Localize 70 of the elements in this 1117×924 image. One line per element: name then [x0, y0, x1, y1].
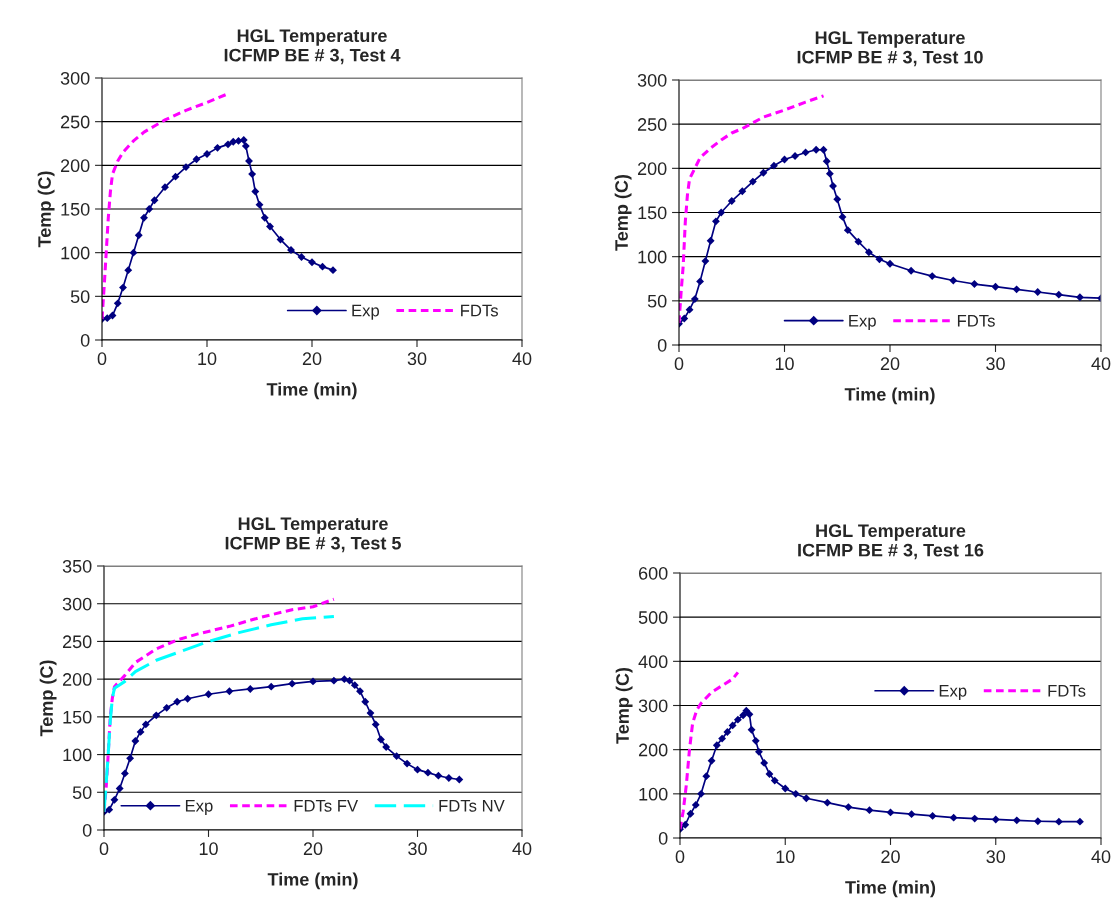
legend-label: FDTs NV: [439, 800, 505, 812]
y-tick-label: 300: [637, 73, 667, 87]
y-tick-label: 300: [60, 71, 90, 85]
x-tick-label: 10: [775, 357, 794, 371]
legend-label: Exp: [939, 685, 967, 701]
y-tick-label: 600: [638, 566, 668, 580]
legend-label: Exp: [849, 315, 876, 330]
chart-title: HGL Temperature ICFMP BE # 3, Test 4: [224, 29, 401, 65]
y-tick-label: 0: [658, 831, 668, 845]
x-tick-label: 40: [512, 842, 532, 856]
y-tick-label: 250: [637, 118, 667, 131]
x-tick-label: 30: [407, 352, 427, 366]
legend-label: FDTs FV: [294, 800, 359, 812]
y-tick-label: 350: [62, 559, 92, 573]
y-tick-label: 50: [70, 290, 90, 304]
x-tick-label: 0: [97, 352, 107, 366]
chart-title: HGL Temperature ICFMP BE # 3, Test 16: [798, 524, 984, 560]
x-tick-label: 20: [880, 357, 900, 371]
y-tick-label: 400: [638, 655, 668, 669]
x-tick-label: 10: [199, 842, 218, 856]
y-tick-label: 250: [60, 115, 90, 129]
y-tick-label: 250: [62, 635, 92, 649]
x-axis-title: Time (min): [844, 387, 935, 405]
legend-label: FDTs: [957, 315, 995, 327]
x-tick-label: 30: [986, 850, 1006, 864]
y-axis-title: Temp (C): [37, 171, 55, 248]
x-tick-label: 30: [408, 842, 427, 856]
x-axis-title: Time (min): [266, 382, 357, 400]
x-tick-label: 0: [99, 842, 109, 856]
x-tick-label: 10: [776, 850, 795, 864]
x-tick-label: 0: [674, 357, 684, 371]
y-tick-label: 0: [82, 823, 92, 837]
y-tick-label: 200: [637, 162, 667, 176]
x-tick-label: 40: [512, 352, 532, 366]
y-tick-label: 100: [639, 787, 668, 801]
x-axis-title: Time (min): [845, 880, 936, 898]
x-tick-label: 10: [198, 352, 217, 366]
y-axis-title: Temp (C): [39, 660, 57, 737]
y-tick-label: 100: [61, 246, 90, 260]
x-tick-label: 20: [302, 352, 322, 366]
y-tick-label: 100: [638, 250, 667, 264]
y-tick-label: 300: [638, 699, 668, 713]
legend-label: Exp: [185, 800, 213, 815]
y-tick-label: 200: [638, 743, 668, 757]
legend-label: Exp: [352, 304, 380, 320]
y-tick-label: 0: [80, 333, 90, 347]
x-axis-title: Time (min): [267, 872, 358, 890]
x-tick-label: 20: [303, 842, 323, 856]
chart-title: HGL Temperature ICFMP BE # 3, Test 10: [797, 31, 983, 67]
x-tick-label: 20: [881, 850, 900, 864]
y-tick-label: 200: [60, 159, 90, 173]
legend-label: FDTs: [461, 304, 498, 317]
x-tick-label: 40: [1091, 357, 1111, 371]
y-tick-label: 50: [72, 786, 92, 800]
y-tick-label: 200: [62, 673, 92, 686]
x-tick-label: 0: [675, 850, 685, 864]
y-tick-label: 100: [63, 748, 92, 762]
y-tick-label: 500: [638, 611, 668, 624]
y-axis-title: Temp (C): [615, 667, 633, 744]
legend-label: FDTs: [1048, 685, 1086, 697]
chart-title: HGL Temperature ICFMP BE # 3, Test 5: [225, 517, 401, 553]
y-axis-title: Temp (C): [614, 174, 632, 251]
y-tick-label: 0: [657, 338, 667, 352]
x-tick-label: 30: [986, 357, 1005, 371]
y-tick-label: 300: [62, 597, 92, 611]
y-tick-label: 150: [638, 206, 667, 220]
y-tick-label: 50: [647, 294, 667, 308]
y-tick-label: 150: [61, 202, 90, 216]
x-tick-label: 40: [1091, 850, 1111, 864]
y-tick-label: 150: [63, 710, 92, 724]
